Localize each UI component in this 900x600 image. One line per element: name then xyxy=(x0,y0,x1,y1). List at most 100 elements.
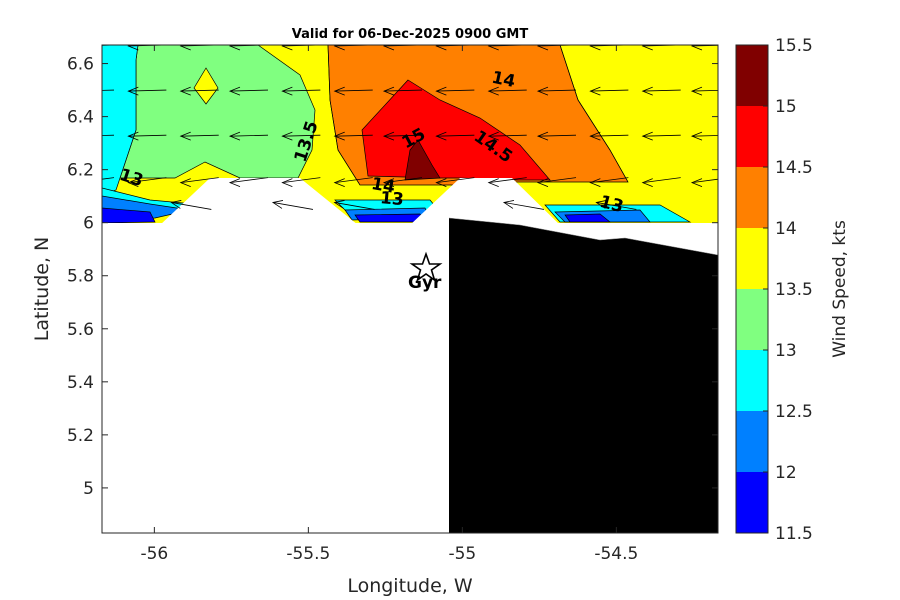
wind-arrow-shaft xyxy=(128,134,167,137)
wind-arrow-shaft xyxy=(436,134,475,137)
wind-arrow-shaft xyxy=(334,89,373,92)
wind-arrow-head xyxy=(589,178,601,187)
x-tick-label: -55 xyxy=(448,544,476,564)
wind-arrow-head xyxy=(435,45,447,51)
contour-label: 14 xyxy=(490,68,517,93)
colorbar-segment xyxy=(736,289,768,350)
wind-arrow-head xyxy=(127,86,139,96)
wind-arrow-head xyxy=(690,131,703,141)
wind-arrow-shaft xyxy=(488,177,527,184)
wind-arrow-shaft xyxy=(128,177,167,184)
station-marker: Gyr xyxy=(408,251,443,293)
wind-arrow-shaft xyxy=(596,202,637,210)
axes-frame xyxy=(101,44,719,534)
wind-arrow-head xyxy=(382,131,395,141)
wind-arrow-head xyxy=(271,200,284,209)
wind-arrow-shaft xyxy=(180,177,219,184)
wind-arrow-head xyxy=(595,200,607,209)
wind-arrow-head xyxy=(382,45,395,51)
wind-arrow-shaft xyxy=(180,134,219,137)
x-axis-label: Longitude, W xyxy=(347,575,473,597)
wind-arrow-shaft xyxy=(503,202,545,210)
wind-arrow-head xyxy=(333,45,345,51)
wind-vector-field xyxy=(76,42,718,210)
wind-arrow-shaft xyxy=(128,89,167,92)
wind-arrow-shaft xyxy=(691,90,718,92)
colorbar-segment xyxy=(736,228,768,289)
wind-arrow-head xyxy=(382,178,395,187)
wind-arrow-head xyxy=(487,178,499,187)
wind-arrow-head xyxy=(435,86,447,96)
wind-arrow-head xyxy=(127,178,139,187)
wind-arrow-shaft xyxy=(282,177,321,184)
wind-arrow-head xyxy=(641,86,653,96)
wind-arrow-shaft xyxy=(171,202,212,210)
wind-arrow-head xyxy=(76,87,86,95)
wind-arrow-head xyxy=(179,86,191,96)
wind-arrow-head xyxy=(435,178,447,187)
wind-arrow-shaft xyxy=(590,134,629,137)
chart-title: Valid for 06-Dec-2025 0900 GMT xyxy=(292,27,529,42)
wind-arrow-shaft xyxy=(334,177,373,184)
wind-arrow-head xyxy=(333,86,345,96)
y-tick-label: 6 xyxy=(83,214,94,234)
wind-arrow-shaft xyxy=(383,177,423,184)
contour-label: 13 xyxy=(379,188,404,210)
wind-arrow-shaft xyxy=(488,134,527,137)
wind-arrow-head xyxy=(281,86,293,96)
wind-arrow-shaft xyxy=(383,89,423,92)
wind-arrow-head xyxy=(536,86,549,96)
contour-band-13-13.5 xyxy=(119,45,316,179)
colorbar-tick-label: 14 xyxy=(775,219,797,239)
colorbar-segment xyxy=(736,472,768,533)
contour-label: 14 xyxy=(370,174,397,198)
wind-arrow-shaft xyxy=(642,89,681,92)
wind-arrow-shaft xyxy=(537,134,577,137)
wind-arrow-shaft xyxy=(488,89,527,92)
x-tick-label: -56 xyxy=(140,544,168,564)
colorbar-tick-label: 15.5 xyxy=(775,36,813,56)
y-axis: 5 5.2 5.4 5.6 5.8 6 6.2 6.4 6.6 xyxy=(67,55,718,499)
wind-arrow-head xyxy=(690,86,703,96)
y-tick-label: 5.6 xyxy=(67,320,94,340)
wind-arrow-head xyxy=(382,86,395,96)
wind-arrow-head xyxy=(589,86,601,96)
wind-arrow-shaft xyxy=(102,177,115,180)
coastline xyxy=(448,217,718,256)
contour-band-11.5-12-east xyxy=(564,213,611,223)
colorbar-segment xyxy=(736,45,768,106)
wind-arrow-head xyxy=(690,45,703,51)
x-axis: -56 -55.5 -55 -54.5 xyxy=(140,45,638,564)
contour-line-14-north xyxy=(327,45,361,186)
colorbar-tick-label: 15 xyxy=(775,97,797,117)
star-icon xyxy=(409,251,443,282)
no-data-region-west xyxy=(160,178,358,225)
y-tick-label: 6.2 xyxy=(67,161,94,181)
colorbar-tick-label: 13.5 xyxy=(775,280,813,300)
wind-arrow-head xyxy=(536,178,549,187)
wind-arrow-head xyxy=(690,178,703,187)
wind-arrow-shaft xyxy=(272,202,314,210)
colorbar: 11.5 12 12.5 13 13.5 14 14.5 15 15.5 xyxy=(735,36,813,544)
wind-arrow-head xyxy=(281,45,293,51)
wind-arrow-head xyxy=(228,86,241,96)
colorbar-segment xyxy=(736,350,768,411)
wind-arrow-head xyxy=(333,131,345,141)
contour-line-14-east xyxy=(559,45,629,183)
wind-arrow-head xyxy=(487,86,499,96)
wind-arrow-head xyxy=(641,131,653,141)
y-tick-label: 5.4 xyxy=(67,373,94,393)
plot-area xyxy=(76,42,718,533)
wind-arrow-shaft xyxy=(229,177,269,184)
wind-arrow-head xyxy=(589,131,601,141)
wind-arrow-head xyxy=(333,200,345,209)
wind-arrow-shaft xyxy=(334,202,375,210)
wind-arrow-shaft xyxy=(436,177,475,184)
wind-arrow-shaft xyxy=(102,134,115,136)
colorbar-tick-label: 12 xyxy=(775,463,797,483)
y-tick-label: 6.4 xyxy=(67,108,94,128)
wind-arrow-shaft xyxy=(383,134,423,137)
wind-arrow-head xyxy=(76,42,86,50)
colorbar-tick-label: 12.5 xyxy=(775,402,813,422)
wind-arrow-head xyxy=(487,131,499,141)
